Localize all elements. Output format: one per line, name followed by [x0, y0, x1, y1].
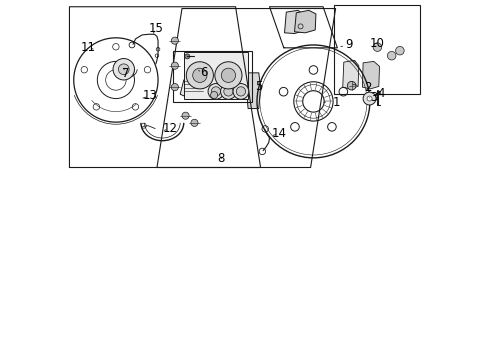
Circle shape [236, 87, 245, 96]
Circle shape [221, 68, 235, 82]
Circle shape [224, 87, 233, 96]
Polygon shape [342, 60, 358, 89]
Bar [173, 51, 251, 102]
Text: 15: 15 [148, 22, 163, 35]
Polygon shape [284, 10, 305, 33]
Circle shape [171, 62, 178, 69]
Text: 4: 4 [376, 87, 384, 100]
Circle shape [171, 84, 178, 91]
Bar [333, 5, 419, 94]
Circle shape [190, 119, 198, 126]
Text: 2: 2 [352, 81, 371, 94]
Text: 1: 1 [323, 96, 339, 109]
Circle shape [192, 68, 206, 82]
Text: 13: 13 [142, 89, 157, 102]
Circle shape [372, 43, 381, 51]
Circle shape [233, 84, 248, 99]
Circle shape [366, 96, 371, 101]
Text: 14: 14 [271, 127, 286, 140]
Circle shape [363, 92, 375, 105]
Circle shape [113, 59, 134, 80]
Circle shape [386, 51, 395, 60]
Polygon shape [294, 10, 315, 33]
Text: 11: 11 [81, 41, 95, 54]
Circle shape [395, 46, 404, 55]
Text: 9: 9 [340, 39, 352, 51]
Text: 6: 6 [198, 66, 207, 79]
Circle shape [207, 84, 224, 99]
Circle shape [186, 62, 213, 89]
Polygon shape [246, 73, 260, 109]
Polygon shape [183, 52, 247, 99]
Circle shape [211, 87, 220, 96]
Text: 7: 7 [122, 67, 129, 80]
Circle shape [182, 112, 189, 119]
Text: 3: 3 [369, 91, 377, 104]
Text: 8: 8 [217, 152, 224, 165]
Circle shape [214, 62, 242, 89]
Circle shape [346, 81, 355, 90]
Text: 12: 12 [163, 122, 177, 135]
Polygon shape [362, 62, 379, 89]
Circle shape [171, 37, 178, 44]
Circle shape [220, 84, 236, 99]
Circle shape [118, 64, 129, 75]
Circle shape [184, 54, 189, 59]
Circle shape [210, 91, 217, 99]
Text: 5: 5 [247, 80, 262, 93]
Text: 10: 10 [368, 37, 384, 50]
Polygon shape [180, 76, 205, 100]
